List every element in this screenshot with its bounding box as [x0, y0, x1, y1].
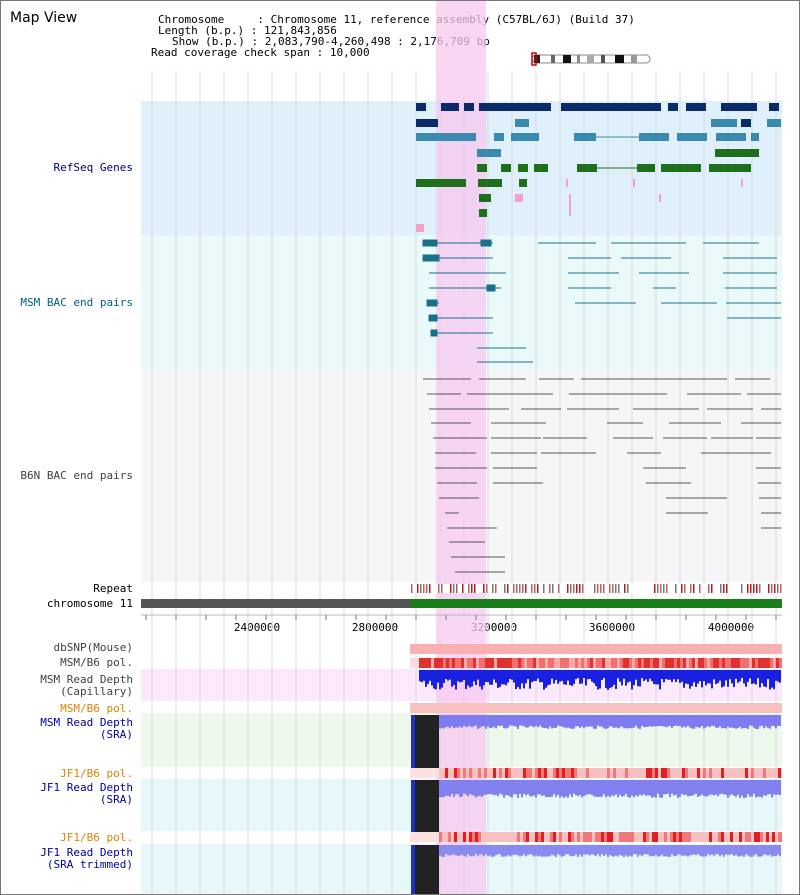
refseq-gene-features: [416, 103, 781, 232]
sra-dark-block-jf1: [411, 780, 439, 832]
dbsnp-track: [410, 644, 782, 654]
chromosome-track-label: chromosome 11: [46, 597, 133, 610]
genome-track-canvas[interactable]: [141, 1, 782, 894]
page-title: Map View: [10, 10, 78, 26]
msm-read-depth-capillary-label-1: MSM Read Depth: [40, 673, 133, 686]
refseq-genes-label: RefSeq Genes: [53, 161, 133, 174]
span-info-row: Read coverage check span : 10,000: [151, 46, 370, 59]
jf1-read-depth-trimmed-bars: [439, 845, 781, 857]
msm-b6-pol-features: [419, 658, 782, 668]
b6n-bac-end-pairs-label: B6N BAC end pairs: [20, 469, 133, 482]
msm-read-depth-sra-label-2: (SRA): [99, 728, 133, 741]
sra-dark-block-msm: [411, 715, 439, 768]
msm-read-depth-capillary-bars: [419, 670, 781, 690]
dbsnp-label: dbSNP(Mouse): [53, 641, 133, 654]
chromosome-label: Chromosome: [158, 13, 225, 26]
jf1-read-depth-trimmed-label-1: JF1 Read Depth: [40, 846, 133, 859]
msm-b6-pol-sra-label: MSM/B6 pol.: [60, 702, 133, 715]
jf1-read-depth-sra-bars: [439, 780, 781, 798]
msm-b6-pol-sra-track: [410, 703, 782, 713]
span-label: Read coverage check span: [151, 46, 310, 59]
msm-b6-pol-label: MSM/B6 pol.: [60, 656, 133, 669]
msm-read-depth-sra-bars: [439, 715, 781, 729]
jf1-b6-pol-trimmed-features: [439, 832, 782, 842]
length-info-row: Length (b.p.) : 121,843,856: [158, 24, 337, 37]
jf1-b6-pol-features: [439, 768, 782, 778]
chromosome-bar-visible: [410, 599, 782, 608]
axis-tick-label: 2800000: [351, 621, 399, 634]
length-value: 121,843,856: [263, 24, 337, 37]
jf1-b6-pol-trimmed-label: JF1/B6 pol.: [60, 831, 133, 844]
repeat-features: [411, 584, 782, 593]
span-value: 10,000: [329, 46, 370, 59]
jf1-read-depth-sra-label-1: JF1 Read Depth: [40, 781, 133, 794]
jf1-b6-pol-label: JF1/B6 pol.: [60, 767, 133, 780]
jf1-read-depth-sra-label-2: (SRA): [99, 793, 133, 806]
length-label: Length (b.p.): [158, 24, 245, 37]
axis-ticks: [145, 615, 777, 620]
show-label: Show (b.p.): [172, 35, 245, 48]
msm-read-depth-capillary-label-2: (Capillary): [60, 685, 133, 698]
chromosome-bar-outside: [141, 599, 410, 608]
repeat-track: [410, 584, 782, 593]
repeat-label: Repeat: [93, 582, 133, 595]
b6n-bac-end-pair-features: [423, 378, 781, 573]
axis-tick-label: 4000000: [707, 621, 755, 634]
msm-read-depth-sra-label-1: MSM Read Depth: [40, 716, 133, 729]
msm-bac-end-pairs-label: MSM BAC end pairs: [20, 296, 133, 309]
axis-tick-label: 2400000: [233, 621, 281, 634]
jf1-read-depth-trimmed-label-2: (SRA trimmed): [46, 858, 133, 871]
axis-tick-label: 3600000: [588, 621, 636, 634]
chromosome-ideogram[interactable]: [529, 52, 654, 66]
msm-bac-end-pair-features: [422, 239, 781, 363]
sra-dark-block-jf1-trimmed: [411, 845, 439, 894]
